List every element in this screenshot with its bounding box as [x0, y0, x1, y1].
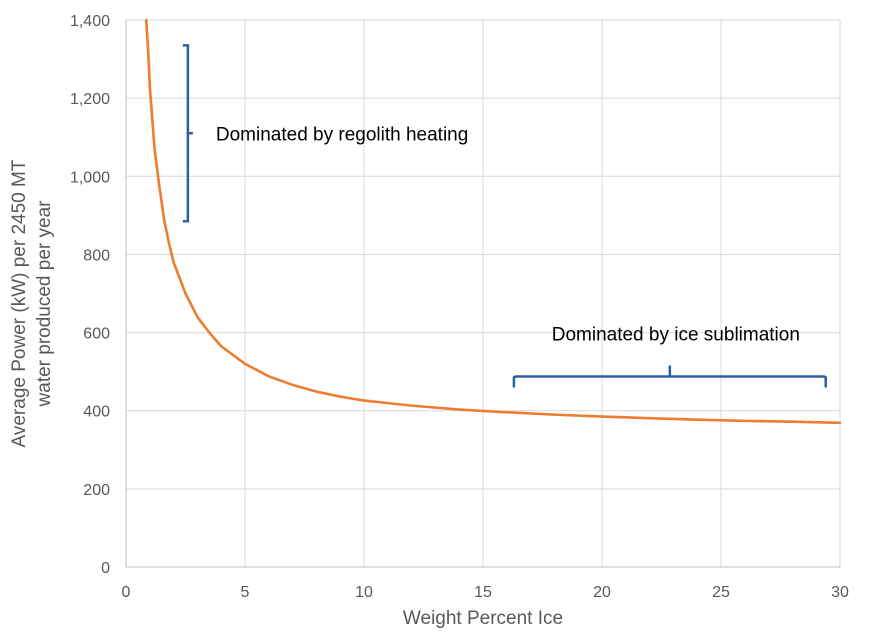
x-tick-label: 10: [355, 584, 373, 601]
y-tick-label: 200: [83, 482, 110, 499]
x-tick-label: 25: [712, 584, 730, 601]
x-tick-label: 20: [593, 584, 611, 601]
y-tick-label: 600: [83, 326, 110, 343]
x-axis-title: Weight Percent Ice: [403, 608, 563, 629]
y-tick-label: 1,400: [70, 13, 110, 30]
x-tick-label: 0: [122, 584, 131, 601]
gridlines: [126, 19, 841, 567]
y-tick-labels: 0 200 400 600 800 1,000 1,200 1,400: [70, 13, 110, 577]
series-line-average-power: [144, 18, 842, 425]
y-axis-title-line-2: water produced per year: [34, 200, 55, 408]
annotation-label: Dominated by regolith heating: [216, 124, 468, 145]
x-tick-label: 15: [474, 584, 492, 601]
y-tick-label: 400: [83, 404, 110, 421]
y-axis-title-line-1: Average Power (kW) per 2450 MT: [9, 159, 30, 447]
y-tick-label: 800: [83, 247, 110, 264]
annotation-label: Dominated by ice sublimation: [552, 325, 800, 346]
x-tick-label: 30: [831, 584, 849, 601]
y-tick-label: 1,000: [70, 169, 110, 186]
x-tick-label: 5: [241, 584, 250, 601]
data-series: [144, 18, 842, 425]
annotation-regolith-heating: Dominated by regolith heating: [182, 44, 468, 223]
annotation-ice-sublimation: Dominated by ice sublimation: [512, 325, 827, 388]
axes: [125, 20, 840, 568]
horizontal-bracket: [512, 365, 827, 388]
x-tick-labels: 0 5 10 15 20 25 30: [122, 584, 849, 601]
y-tick-label: 0: [101, 560, 110, 577]
y-tick-label: 1,200: [70, 91, 110, 108]
vertical-bracket: [182, 44, 193, 223]
annotations: Dominated by regolith heating Dominated b…: [182, 44, 827, 388]
